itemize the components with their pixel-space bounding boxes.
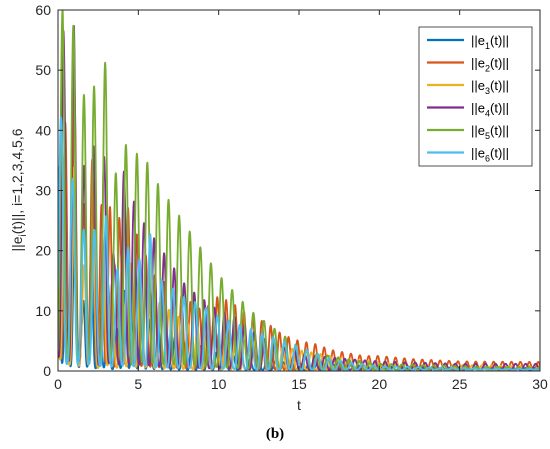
y-tick-label: 30 bbox=[35, 183, 51, 199]
legend-box bbox=[418, 26, 533, 167]
legend-label-1: ||e1(t)|| bbox=[471, 33, 509, 51]
x-tick-label: 0 bbox=[54, 376, 62, 392]
legend-label-3: ||e3(t)|| bbox=[471, 78, 509, 96]
ticks-layer: 0 5 10 15 20 25 30 0 10 20 30 40 50 60 bbox=[35, 2, 548, 392]
y-tick-label: 0 bbox=[43, 363, 51, 379]
legend-label-5: ||e5(t)|| bbox=[471, 123, 509, 141]
legend-label-4: ||e4(t)|| bbox=[471, 101, 509, 119]
legend-label-6: ||e6(t)|| bbox=[471, 146, 509, 164]
y-tick-label: 60 bbox=[35, 2, 51, 18]
figure-caption: (b) bbox=[265, 426, 285, 442]
y-tick-label: 10 bbox=[35, 303, 51, 319]
x-tick-label: 5 bbox=[134, 376, 142, 392]
x-axis-label: t bbox=[297, 397, 301, 413]
y-tick-label: 50 bbox=[35, 62, 51, 78]
legend-label-2: ||e2(t)|| bbox=[471, 56, 509, 74]
y-axis-label: ||ei(t)||, i=1,2,3,4,5,6 bbox=[9, 128, 29, 251]
chart: 0 5 10 15 20 25 30 0 10 20 30 40 50 60 t ||ei(t)||, i… bbox=[9, 2, 548, 413]
x-tick-label: 10 bbox=[211, 376, 227, 392]
legend: ||e1(t)|| ||e2(t)|| ||e3(t)|| ||e4(t)|| ||e5… bbox=[418, 26, 533, 167]
y-tick-label: 40 bbox=[35, 122, 51, 138]
x-tick-label: 25 bbox=[452, 376, 468, 392]
x-tick-label: 30 bbox=[532, 376, 548, 392]
x-tick-label: 20 bbox=[372, 376, 388, 392]
y-tick-label: 20 bbox=[35, 243, 51, 259]
x-tick-label: 15 bbox=[291, 376, 307, 392]
